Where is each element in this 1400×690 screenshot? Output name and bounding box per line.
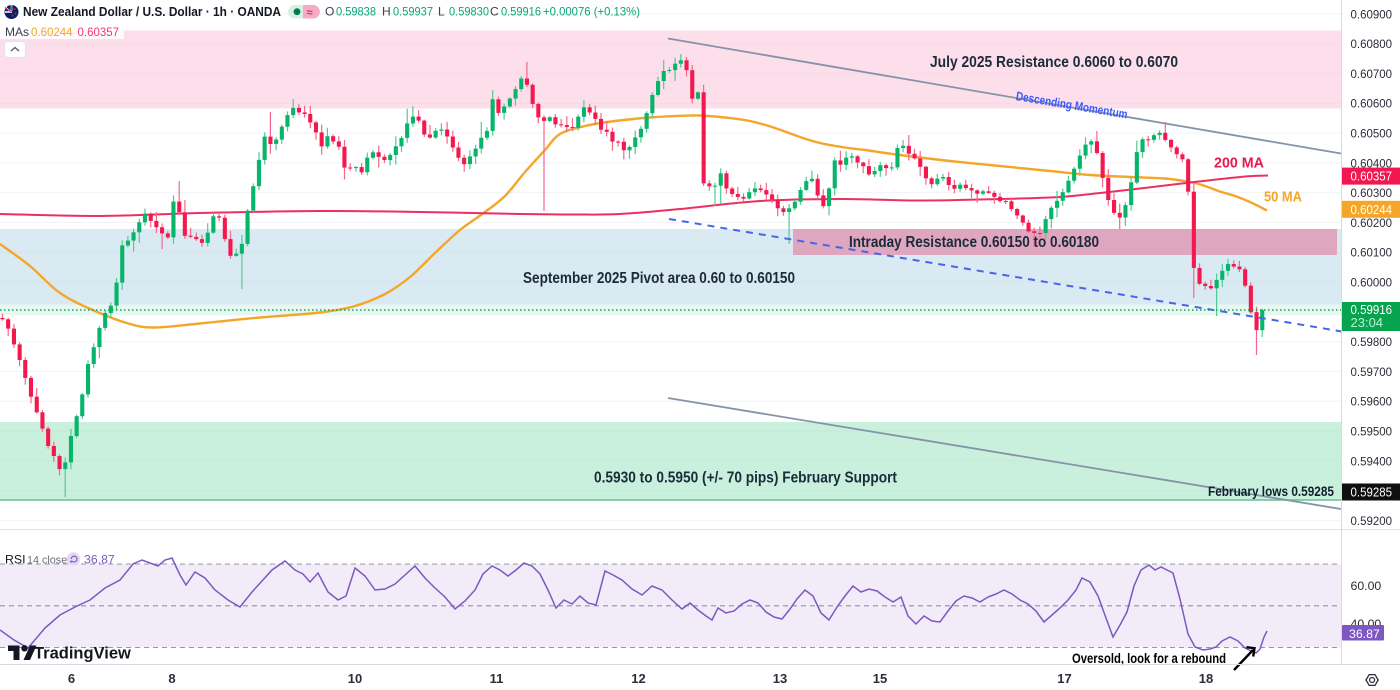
svg-text:C: C [490, 5, 499, 19]
svg-text:13: 13 [773, 671, 787, 686]
svg-text:17: 17 [1057, 671, 1071, 686]
svg-text:RSI: RSI [5, 553, 26, 567]
svg-text:Intraday Resistance 0.60150 to: Intraday Resistance 0.60150 to 0.60180 [849, 234, 1099, 251]
svg-text:0.60800: 0.60800 [1351, 37, 1393, 51]
svg-text:0.5930 to 0.5950 (+/- 70 pips): 0.5930 to 0.5950 (+/- 70 pips) February … [594, 470, 897, 487]
svg-text:0.60900: 0.60900 [1351, 7, 1393, 21]
svg-text:0.59937: 0.59937 [393, 5, 433, 19]
svg-text:0.59830: 0.59830 [449, 5, 489, 19]
svg-text:≈: ≈ [307, 7, 313, 19]
svg-text:0.60600: 0.60600 [1351, 97, 1393, 111]
svg-text:0.59916: 0.59916 [501, 5, 541, 19]
svg-text:0.59700: 0.59700 [1351, 365, 1393, 379]
svg-text:TradingView: TradingView [34, 645, 131, 663]
svg-text:0.59600: 0.59600 [1351, 395, 1393, 409]
svg-text:L: L [438, 5, 445, 19]
svg-text:14 close: 14 close [27, 555, 67, 567]
svg-text:0.59285: 0.59285 [1351, 485, 1393, 500]
svg-text:Oversold, look for a rebound: Oversold, look for a rebound [1072, 650, 1226, 666]
svg-text:0.59400: 0.59400 [1351, 454, 1393, 468]
svg-text:0.59916: 0.59916 [1351, 302, 1393, 317]
svg-text:0.60244: 0.60244 [1351, 202, 1393, 217]
svg-text:10: 10 [348, 671, 362, 686]
svg-text:H: H [382, 5, 391, 19]
svg-text:0.59500: 0.59500 [1351, 425, 1393, 439]
svg-text:0.60200: 0.60200 [1351, 216, 1393, 230]
svg-text:200 MA: 200 MA [1214, 155, 1264, 172]
svg-text:0.60400: 0.60400 [1351, 156, 1393, 170]
svg-text:36.87: 36.87 [1349, 627, 1380, 641]
svg-text:February lows 0.59285: February lows 0.59285 [1208, 483, 1334, 499]
svg-text:0.59838: 0.59838 [336, 5, 376, 19]
svg-text:0.60244: 0.60244 [31, 25, 73, 39]
svg-text:+0.00076 (+0.13%): +0.00076 (+0.13%) [543, 5, 640, 19]
svg-text:0.59200: 0.59200 [1351, 514, 1393, 528]
svg-text:6: 6 [68, 671, 75, 686]
svg-text:0.60357: 0.60357 [1351, 169, 1393, 184]
svg-text:50 MA: 50 MA [1264, 189, 1302, 206]
svg-text:23:04: 23:04 [1351, 315, 1384, 330]
svg-text:0.60300: 0.60300 [1351, 186, 1393, 200]
svg-text:18: 18 [1199, 671, 1213, 686]
svg-text:0.60000: 0.60000 [1351, 276, 1393, 290]
svg-text:0.60500: 0.60500 [1351, 127, 1393, 141]
svg-text:0.60700: 0.60700 [1351, 67, 1393, 81]
svg-text:60.00: 60.00 [1351, 579, 1382, 593]
svg-text:11: 11 [490, 671, 504, 686]
svg-text:September 2025 Pivot area 0.60: September 2025 Pivot area 0.60 to 0.6015… [523, 270, 795, 287]
svg-text:New Zealand Dollar / U.S. Doll: New Zealand Dollar / U.S. Dollar · 1h · … [23, 5, 281, 19]
svg-text:July 2025 Resistance 0.6060 to: July 2025 Resistance 0.6060 to 0.6070 [930, 54, 1178, 71]
svg-text:0.60100: 0.60100 [1351, 246, 1393, 260]
svg-text:15: 15 [873, 671, 887, 686]
svg-text:0.60357: 0.60357 [78, 25, 120, 39]
svg-text:0.59800: 0.59800 [1351, 335, 1393, 349]
svg-text:MAs: MAs [5, 25, 29, 39]
svg-text:8: 8 [168, 671, 175, 686]
svg-text:12: 12 [631, 671, 645, 686]
svg-text:O: O [325, 5, 334, 19]
svg-text:36.87: 36.87 [84, 553, 115, 567]
